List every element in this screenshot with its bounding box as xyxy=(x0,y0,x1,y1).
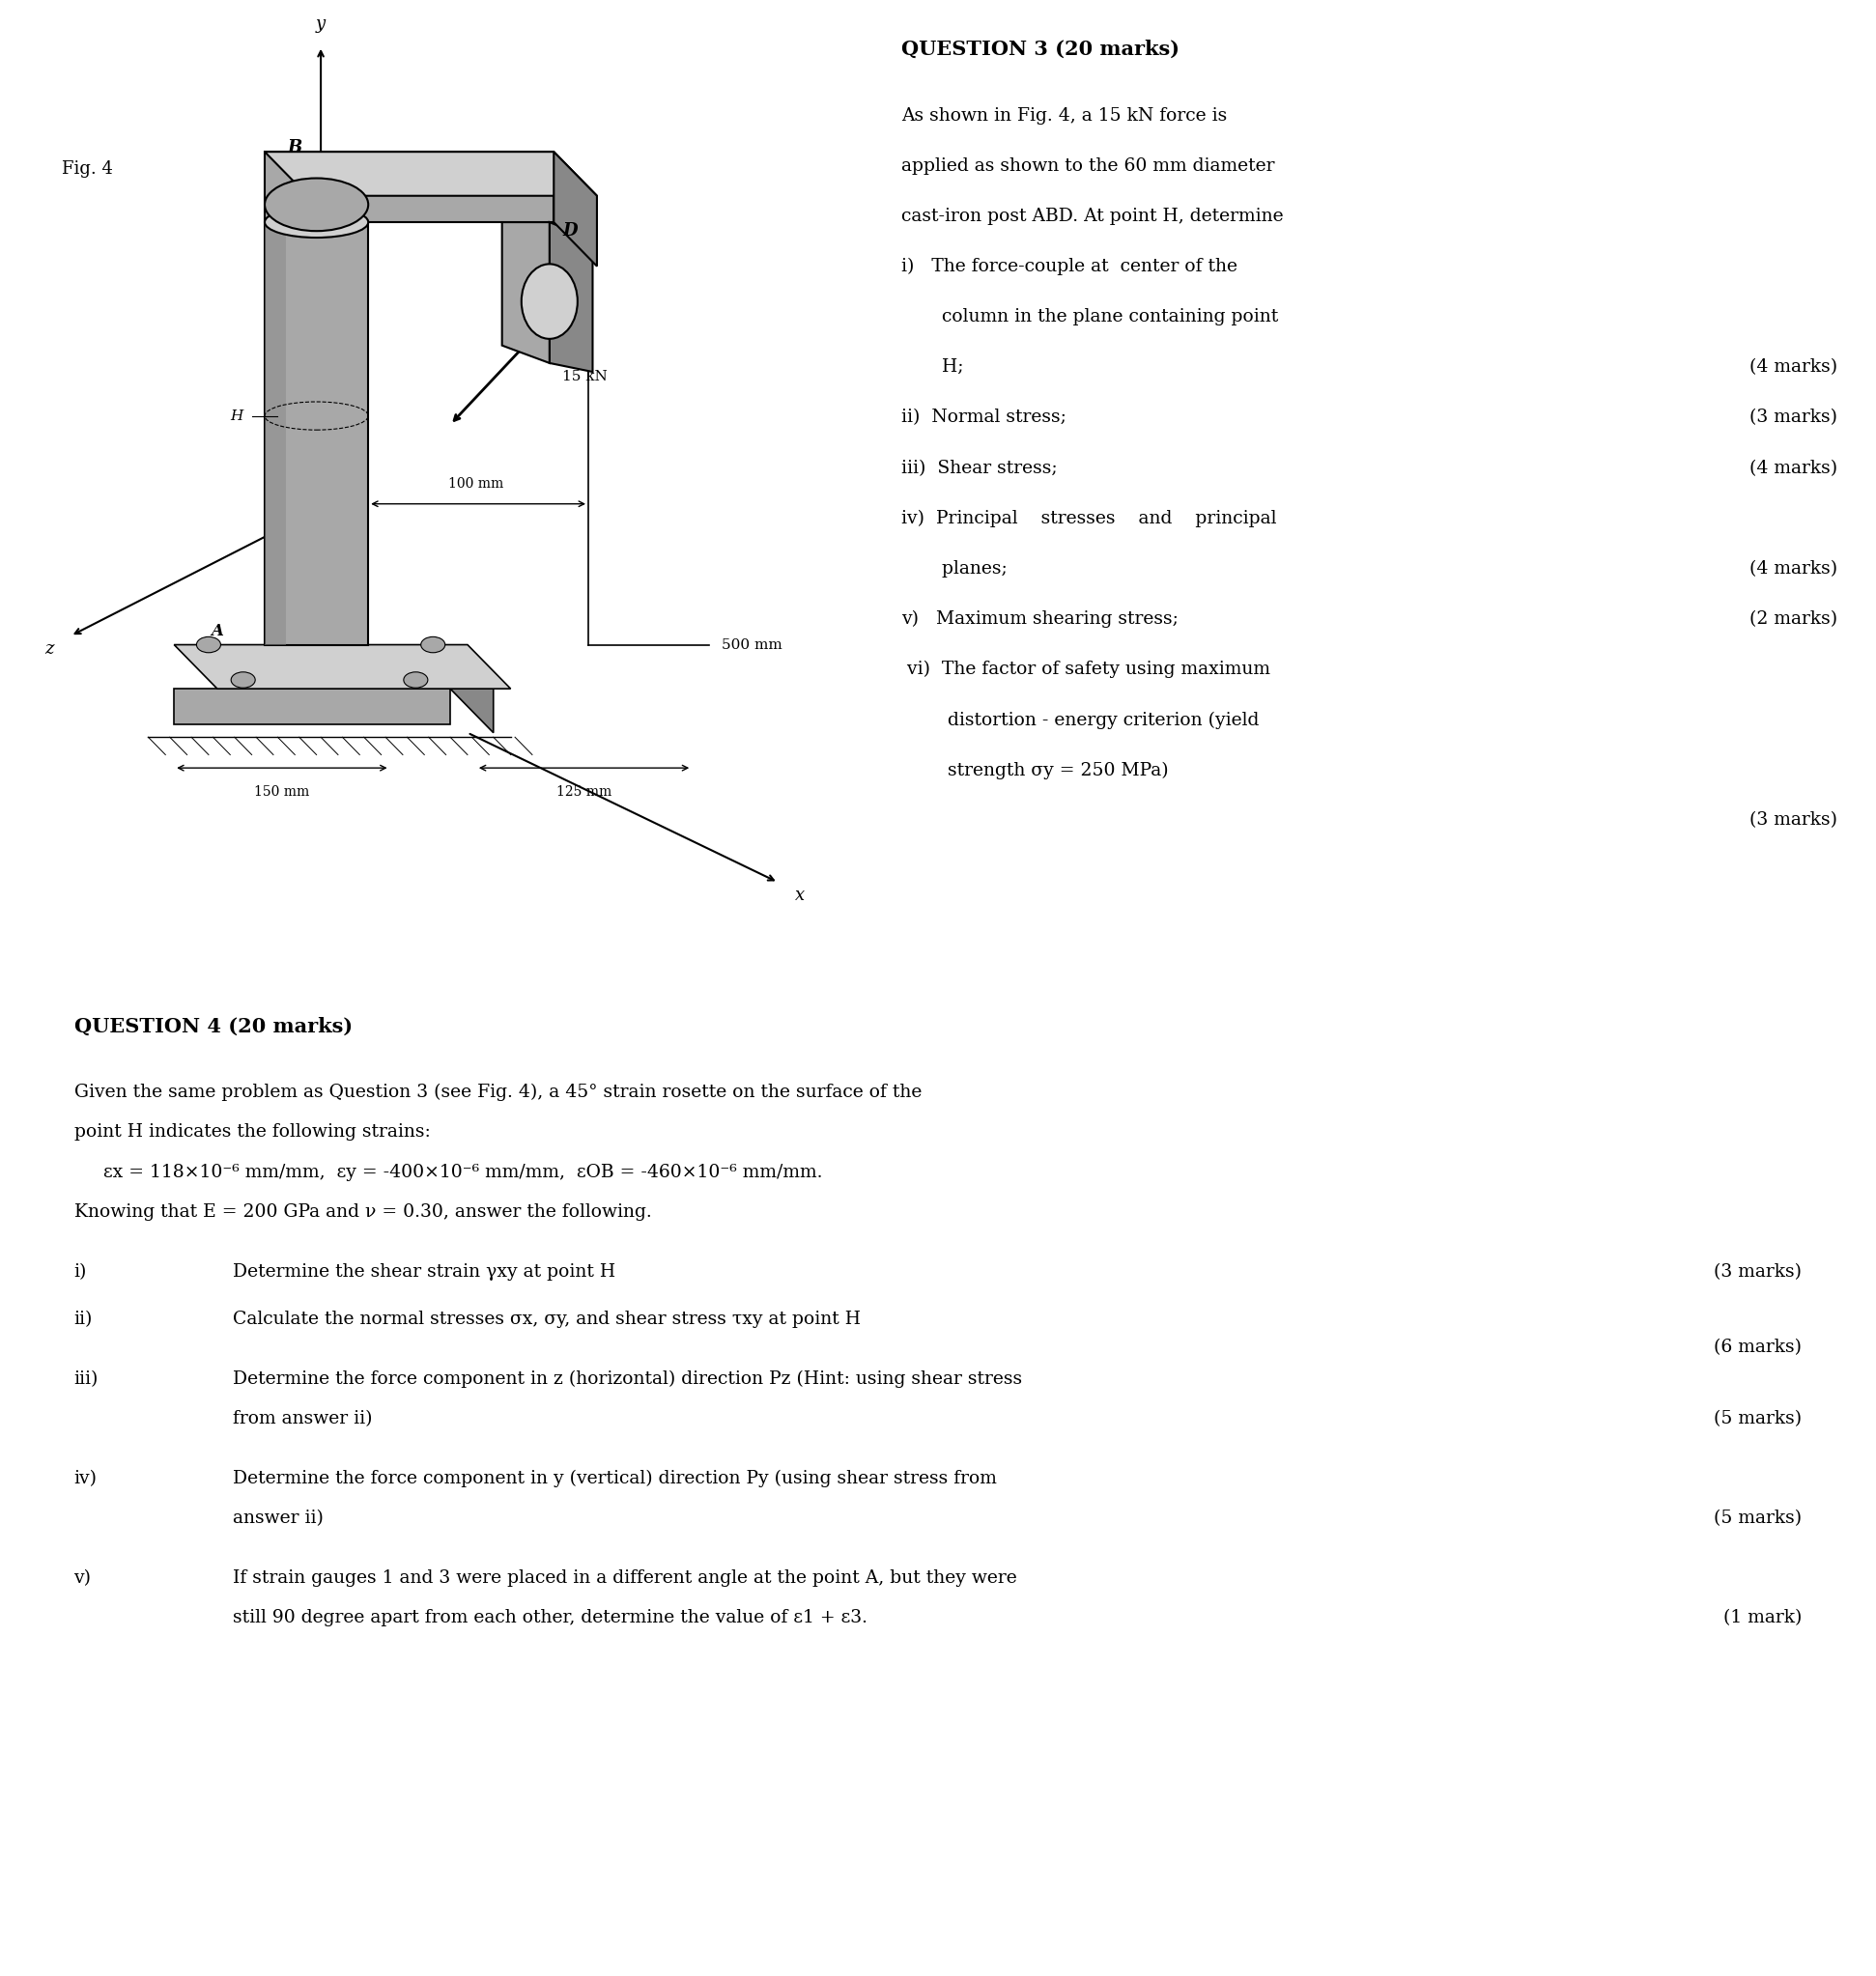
Text: 150 mm: 150 mm xyxy=(255,786,310,798)
Polygon shape xyxy=(503,221,550,364)
Text: B: B xyxy=(287,138,302,156)
Text: column in the plane containing point: column in the plane containing point xyxy=(900,308,1278,326)
Polygon shape xyxy=(550,221,593,371)
Text: (2 marks): (2 marks) xyxy=(1750,611,1838,628)
Text: i): i) xyxy=(73,1263,86,1280)
Ellipse shape xyxy=(265,178,368,231)
Text: P =: P = xyxy=(563,344,589,356)
Text: H;: H; xyxy=(900,360,964,375)
Polygon shape xyxy=(450,690,493,733)
Text: QUESTION 4 (20 marks): QUESTION 4 (20 marks) xyxy=(73,1018,353,1037)
Polygon shape xyxy=(174,690,450,723)
Text: ii): ii) xyxy=(73,1310,92,1328)
Text: 15 kN: 15 kN xyxy=(563,370,608,383)
Polygon shape xyxy=(265,152,553,221)
Text: x: x xyxy=(795,887,805,905)
Text: 125 mm: 125 mm xyxy=(557,786,612,798)
Text: answer ii): answer ii) xyxy=(233,1510,323,1527)
Ellipse shape xyxy=(420,636,445,652)
Text: εx = 118×10⁻⁶ mm/mm,  εy = -400×10⁻⁶ mm/mm,  εOB = -460×10⁻⁶ mm/mm.: εx = 118×10⁻⁶ mm/mm, εy = -400×10⁻⁶ mm/m… xyxy=(73,1164,822,1182)
Text: point H indicates the following strains:: point H indicates the following strains: xyxy=(73,1124,430,1140)
Polygon shape xyxy=(265,152,597,196)
Text: Calculate the normal stresses σx, σy, and shear stress τxy at point H: Calculate the normal stresses σx, σy, an… xyxy=(233,1310,861,1328)
Text: iii)  Shear stress;: iii) Shear stress; xyxy=(900,458,1058,476)
Text: Determine the force component in z (horizontal) direction Pz (Hint: using shear : Determine the force component in z (hori… xyxy=(233,1371,1022,1387)
Text: z: z xyxy=(45,640,54,658)
Text: D: D xyxy=(563,223,578,239)
Text: (6 marks): (6 marks) xyxy=(1715,1338,1803,1356)
Polygon shape xyxy=(174,644,510,690)
Text: iv)  Principal    stresses    and    principal: iv) Principal stresses and principal xyxy=(900,510,1276,528)
Polygon shape xyxy=(553,152,597,267)
Ellipse shape xyxy=(197,636,221,652)
Text: Knowing that E = 200 GPa and ν = 0.30, answer the following.: Knowing that E = 200 GPa and ν = 0.30, a… xyxy=(73,1203,651,1221)
Text: applied as shown to the 60 mm diameter: applied as shown to the 60 mm diameter xyxy=(900,158,1274,174)
Text: iii): iii) xyxy=(73,1371,98,1387)
Text: vi)  The factor of safety using maximum: vi) The factor of safety using maximum xyxy=(900,660,1270,678)
Text: iv): iv) xyxy=(73,1470,98,1488)
Text: planes;: planes; xyxy=(900,559,1007,577)
Text: (3 marks): (3 marks) xyxy=(1750,409,1838,427)
Text: strength σy = 250 MPa): strength σy = 250 MPa) xyxy=(900,761,1169,779)
Polygon shape xyxy=(265,221,287,644)
Text: (4 marks): (4 marks) xyxy=(1750,458,1838,476)
Text: cast-iron post ABD. At point H, determine: cast-iron post ABD. At point H, determin… xyxy=(900,207,1283,225)
Text: (3 marks): (3 marks) xyxy=(1750,812,1838,830)
Text: from answer ii): from answer ii) xyxy=(233,1411,371,1429)
Text: 500 mm: 500 mm xyxy=(722,638,782,652)
Text: If strain gauges 1 and 3 were placed in a different angle at the point A, but th: If strain gauges 1 and 3 were placed in … xyxy=(233,1569,1017,1587)
Text: H: H xyxy=(231,409,244,423)
Polygon shape xyxy=(265,221,368,644)
Text: v): v) xyxy=(73,1569,92,1587)
Text: Fig. 4: Fig. 4 xyxy=(62,160,113,178)
Ellipse shape xyxy=(522,265,578,338)
Text: i)   The force-couple at  center of the: i) The force-couple at center of the xyxy=(900,259,1238,275)
Text: y: y xyxy=(315,16,326,34)
Text: still 90 degree apart from each other, determine the value of ε1 + ε3.: still 90 degree apart from each other, d… xyxy=(233,1610,867,1626)
Text: ii)  Normal stress;: ii) Normal stress; xyxy=(900,409,1066,427)
Text: Given the same problem as Question 3 (see Fig. 4), a 45° strain rosette on the s: Given the same problem as Question 3 (se… xyxy=(73,1083,921,1101)
Text: A: A xyxy=(210,622,223,640)
Ellipse shape xyxy=(231,672,255,688)
Text: As shown in Fig. 4, a 15 kN force is: As shown in Fig. 4, a 15 kN force is xyxy=(900,107,1227,124)
Ellipse shape xyxy=(265,207,368,237)
Text: QUESTION 3 (20 marks): QUESTION 3 (20 marks) xyxy=(900,40,1180,59)
Text: (1 mark): (1 mark) xyxy=(1724,1610,1803,1626)
Text: (5 marks): (5 marks) xyxy=(1715,1510,1803,1527)
Text: v)   Maximum shearing stress;: v) Maximum shearing stress; xyxy=(900,611,1178,628)
Text: Determine the force component in y (vertical) direction Py (using shear stress f: Determine the force component in y (vert… xyxy=(233,1470,996,1488)
Text: (4 marks): (4 marks) xyxy=(1750,559,1838,577)
Text: (4 marks): (4 marks) xyxy=(1750,360,1838,375)
Text: (3 marks): (3 marks) xyxy=(1715,1263,1803,1280)
Ellipse shape xyxy=(403,672,428,688)
Text: Determine the shear strain γxy at point H: Determine the shear strain γxy at point … xyxy=(233,1263,615,1280)
Text: (5 marks): (5 marks) xyxy=(1715,1411,1803,1429)
Text: distortion - energy criterion (yield: distortion - energy criterion (yield xyxy=(900,711,1259,729)
Text: 100 mm: 100 mm xyxy=(448,476,505,490)
